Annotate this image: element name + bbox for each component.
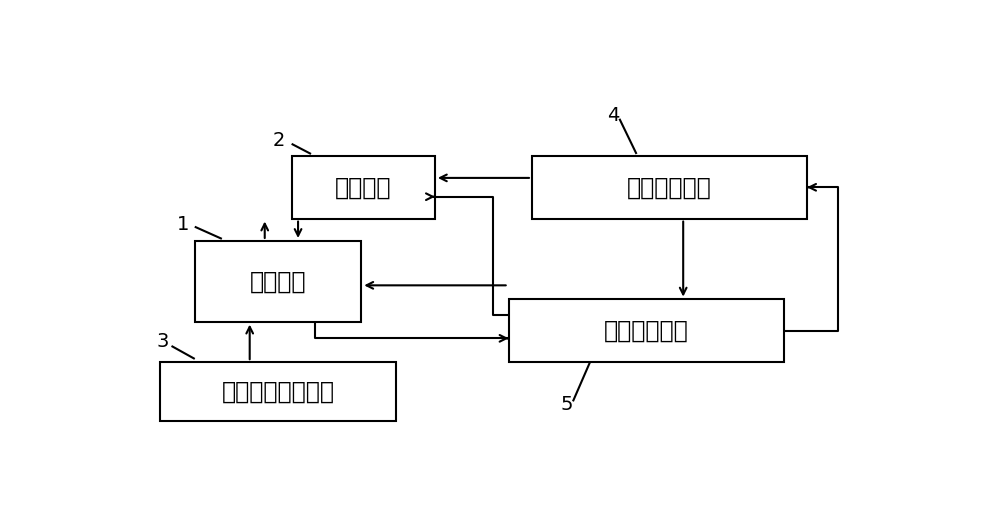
Text: 2: 2 xyxy=(272,131,285,150)
Bar xyxy=(532,156,807,218)
Text: 数据推送系统: 数据推送系统 xyxy=(627,175,712,200)
Text: 产品信息录入模块: 产品信息录入模块 xyxy=(222,380,335,403)
Text: 1: 1 xyxy=(177,215,189,234)
Bar xyxy=(195,241,361,322)
Bar xyxy=(292,156,435,218)
Text: 4: 4 xyxy=(607,106,619,125)
Text: 用户终端: 用户终端 xyxy=(335,175,392,200)
Bar xyxy=(509,299,784,362)
Text: 处理中心: 处理中心 xyxy=(250,269,306,293)
Bar xyxy=(160,362,396,421)
Text: 5: 5 xyxy=(560,395,573,414)
Text: 分析反馈系统: 分析反馈系统 xyxy=(604,319,689,343)
Text: 3: 3 xyxy=(156,332,168,351)
